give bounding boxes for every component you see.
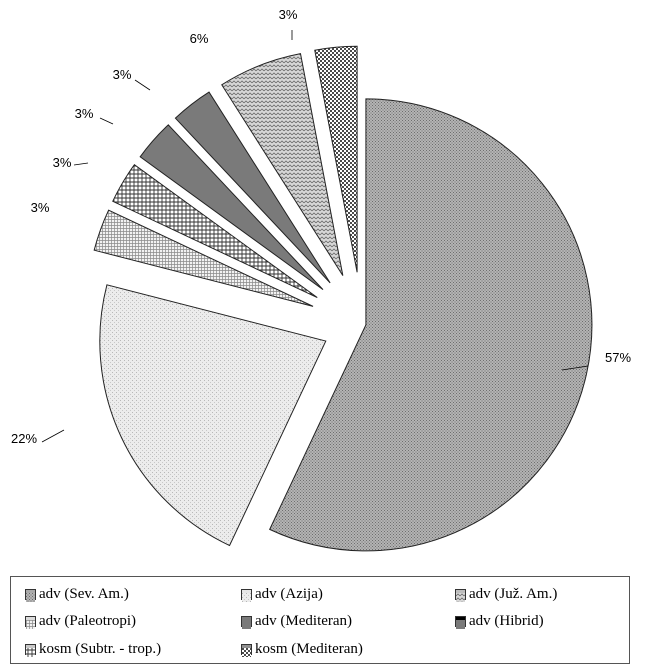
leader-line-1 bbox=[561, 365, 589, 371]
slice-label-6: 3% bbox=[113, 67, 132, 82]
pie-slice-7 bbox=[221, 53, 344, 276]
slice-label-7: 6% bbox=[190, 31, 209, 46]
legend-swatch bbox=[25, 589, 36, 602]
legend-swatch bbox=[241, 616, 252, 629]
legend-label: kosm (Mediteran) bbox=[255, 641, 363, 657]
legend-label: adv (Juž. Am.) bbox=[469, 586, 558, 602]
legend-item: adv (Sev. Am.) bbox=[25, 586, 129, 603]
legend-item: kosm (Mediteran) bbox=[241, 641, 363, 658]
pie-slice-1 bbox=[269, 98, 593, 552]
legend-swatch bbox=[241, 644, 252, 657]
legend-item: adv (Azija) bbox=[241, 586, 323, 603]
slice-label-4: 3% bbox=[53, 155, 72, 170]
legend-swatch bbox=[455, 616, 466, 629]
slice-label-1: 57% bbox=[605, 350, 631, 365]
legend-item: adv (Juž. Am.) bbox=[455, 586, 557, 603]
pie-slice-8 bbox=[314, 45, 358, 273]
pie-slice-5 bbox=[139, 124, 324, 291]
legend: adv (Sev. Am.) adv (Azija) adv (Juž. Am.) a… bbox=[10, 576, 630, 664]
pie-slice-3 bbox=[93, 209, 314, 307]
pie-slices bbox=[93, 45, 593, 552]
slice-labels: 57% 22% 3% 3% 3% 3% 6% 3% bbox=[11, 7, 631, 446]
legend-label: adv (Mediteran) bbox=[255, 613, 353, 629]
slice-label-3: 3% bbox=[31, 200, 50, 215]
leader-line-2 bbox=[41, 429, 65, 443]
legend-item: adv (Paleotropi) bbox=[25, 613, 136, 630]
slice-label-5: 3% bbox=[75, 106, 94, 121]
leader-line-4 bbox=[73, 162, 89, 166]
legend-swatch bbox=[25, 644, 36, 657]
leader-line-6 bbox=[134, 79, 151, 91]
legend-label: adv (Azija) bbox=[255, 586, 323, 602]
legend-item: kosm (Subtr. - trop.) bbox=[25, 641, 161, 658]
legend-swatch bbox=[455, 589, 466, 602]
legend-swatch bbox=[25, 616, 36, 629]
legend-label: adv (Hibrid) bbox=[469, 613, 544, 629]
pie-slice-6 bbox=[174, 91, 331, 284]
pie-slice-2 bbox=[99, 284, 327, 547]
legend-label: adv (Sev. Am.) bbox=[39, 586, 129, 602]
pie-chart: 57% 22% 3% 3% 3% 3% 6% 3% bbox=[11, 7, 631, 552]
legend-item: adv (Mediteran) bbox=[241, 613, 352, 630]
legend-label: adv (Paleotropi) bbox=[39, 613, 137, 629]
leader-lines bbox=[41, 30, 589, 443]
slice-label-2: 22% bbox=[11, 431, 37, 446]
leader-line-5 bbox=[99, 117, 114, 125]
pie-slice-4 bbox=[112, 163, 318, 298]
legend-swatch bbox=[241, 589, 252, 602]
legend-item: adv (Hibrid) bbox=[455, 613, 544, 630]
legend-label: kosm (Subtr. - trop.) bbox=[39, 641, 162, 657]
slice-label-8: 3% bbox=[279, 7, 298, 22]
